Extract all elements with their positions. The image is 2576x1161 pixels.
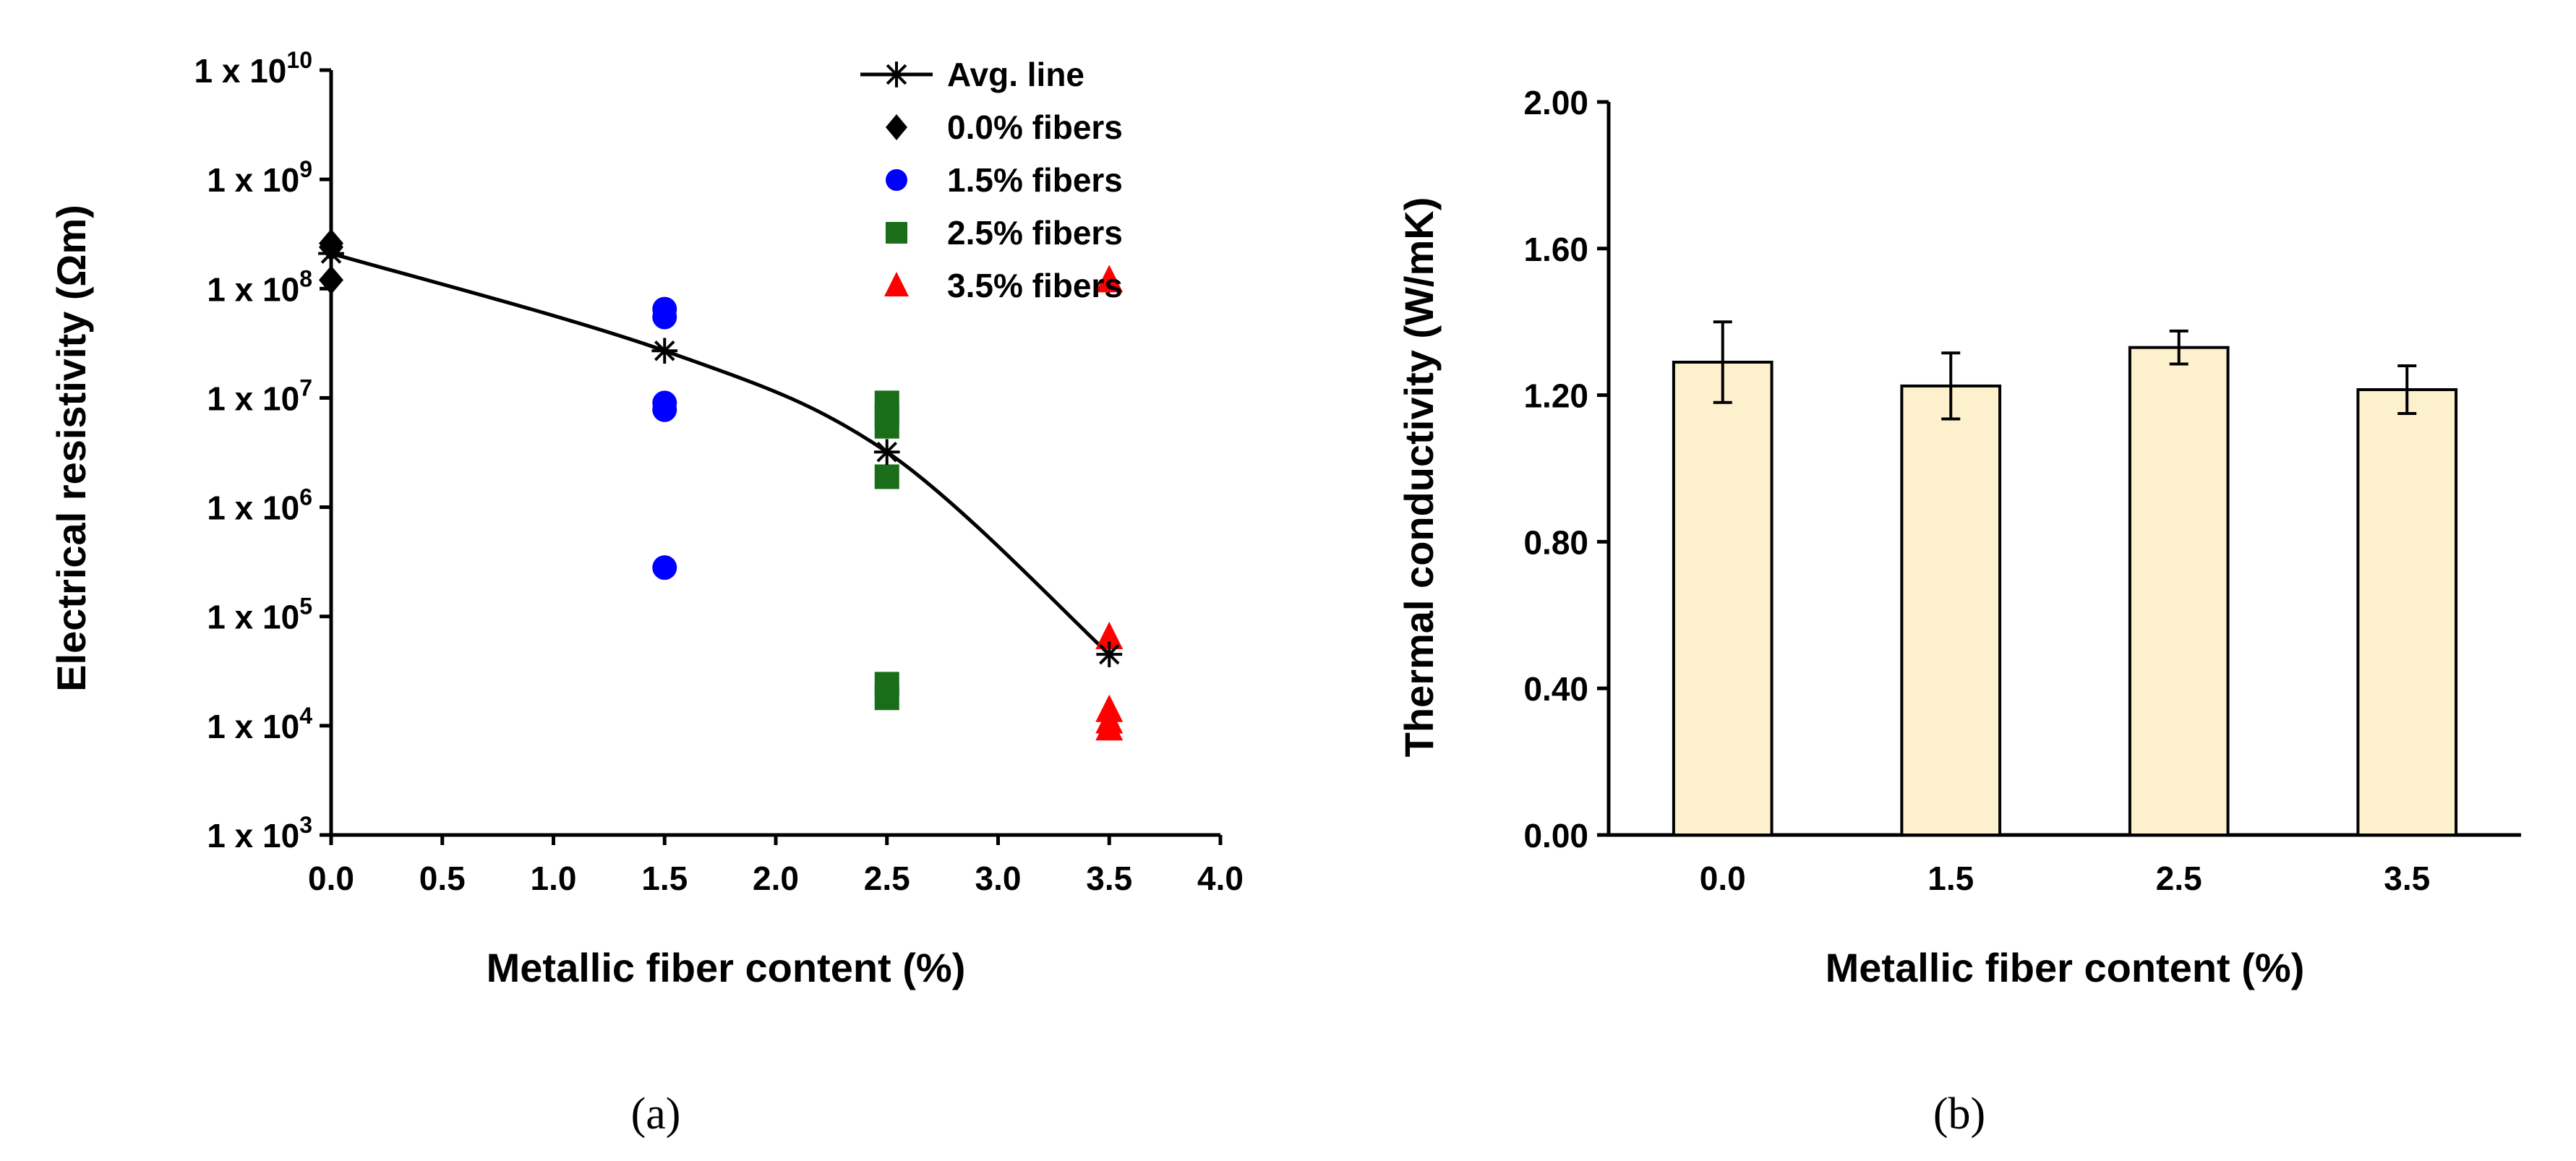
panel-a-x-label: Metallic fiber content (%) <box>487 945 966 990</box>
panel-b-y-tick-label: 0.00 <box>1523 817 1588 854</box>
panel-a-x-tick-label: 2.0 <box>753 860 799 897</box>
panel-a-x-tick-label: 0.0 <box>308 860 354 897</box>
panel-b-bar <box>1672 360 1773 837</box>
panel-b-x-tick-label: 0.0 <box>1700 860 1746 897</box>
panel-a-point-triangle <box>1095 713 1124 741</box>
panel-b-bar <box>1900 384 2002 836</box>
panel-a-point-square <box>874 464 899 489</box>
panel-a-point-diamond <box>319 265 343 295</box>
panel-a-x-tick-label: 2.5 <box>864 860 910 897</box>
panel-a-resistivity-chart: 1 x 103 1 x 104 1 x 105 1 x 106 1 x 107 1 x 1… <box>48 47 1244 1139</box>
panel-b-x-ticks: 0.0 1.5 2.5 3.5 <box>1700 860 2430 897</box>
panel-b-x-tick-label: 1.5 <box>1927 860 1974 897</box>
panel-a-avg-point <box>651 338 678 364</box>
panel-a-legend-diamond: 0.0% fibers <box>886 108 1123 146</box>
panel-a-legend-circle: 1.5% fibers <box>886 161 1123 199</box>
panel-a-x-tick-label: 1.0 <box>531 860 577 897</box>
legend-marker <box>886 169 907 191</box>
panel-a-point-triangle <box>1095 621 1124 649</box>
panel-b-error-bar <box>1713 320 1732 404</box>
legend-marker <box>886 114 907 140</box>
panel-a-x-tick-label: 0.5 <box>419 860 466 897</box>
panel-a-y-tick-label: 1 x 106 <box>207 484 312 527</box>
panel-a-y-tick-label: 1 x 107 <box>207 374 312 417</box>
panel-b-y-tick-label: 1.60 <box>1523 231 1588 268</box>
panel-a-y-tick-label: 1 x 104 <box>207 703 312 745</box>
panel-b-bar <box>2128 346 2230 836</box>
panel-b-y-tick-label: 0.80 <box>1523 523 1588 561</box>
panel-a-caption: (a) <box>631 1089 681 1139</box>
panel-b-x-tick-label: 3.5 <box>2384 860 2430 897</box>
panel-a-points <box>318 228 1124 741</box>
panel-a-avg-line-group <box>330 252 1111 656</box>
panel-b-error-bar <box>2397 364 2417 415</box>
panel-b-y-tick-label: 1.20 <box>1523 377 1588 415</box>
legend-star-marker <box>883 61 910 87</box>
panel-b-y-tick-label: 0.40 <box>1523 670 1588 708</box>
panel-a-point-circle <box>652 555 677 580</box>
panel-a-legend: Avg. line 0.0% fibers 1.5% fibers 2.5% fibe… <box>860 56 1123 304</box>
panel-a-y-tick-label: 1 x 1010 <box>194 47 313 90</box>
legend-label: 1.5% fibers <box>947 161 1123 199</box>
panel-a-x-tick-label: 4.0 <box>1197 860 1244 897</box>
legend-label: 3.5% fibers <box>947 267 1123 304</box>
panel-a-avg-point <box>1096 641 1123 667</box>
panel-a-point-triangle <box>1095 265 1124 293</box>
panel-b-conductivity-chart: 0.00 0.40 0.80 1.20 1.60 2.00 0.0 1.5 2.5 3.5 Th… <box>1396 84 2521 1139</box>
panel-a-x-tick-label: 3.5 <box>1086 860 1132 897</box>
panel-a-legend-triangle: 3.5% fibers <box>884 267 1123 304</box>
legend-label: 2.5% fibers <box>947 214 1123 252</box>
panel-a-legend-square: 2.5% fibers <box>886 214 1123 252</box>
panel-a-y-tick-label: 1 x 103 <box>207 812 312 854</box>
panel-a-point-circle <box>652 397 677 422</box>
panel-b-y-tick-label: 2.00 <box>1523 84 1588 121</box>
panel-a-point-circle <box>652 304 677 330</box>
panel-b-caption: (b) <box>1933 1089 1985 1139</box>
panel-a-avg-point <box>318 240 344 267</box>
legend-marker <box>886 222 907 244</box>
panel-a-y-ticks: 1 x 103 1 x 104 1 x 105 1 x 106 1 x 107 1 x 1… <box>194 47 331 854</box>
legend-marker <box>884 272 909 296</box>
panel-a-point-square <box>874 414 899 439</box>
panel-a-avg-line <box>330 252 1111 656</box>
panel-a-x-tick-label: 3.0 <box>975 860 1022 897</box>
panel-a-x-tick-label: 1.5 <box>641 860 688 897</box>
panel-a-avg-point <box>873 439 900 466</box>
panel-b-error-bar <box>2169 329 2188 366</box>
panel-a-y-tick-label: 1 x 108 <box>207 265 312 308</box>
panel-b-error-bar <box>1941 351 1961 421</box>
panel-b-y-ticks: 0.00 0.40 0.80 1.20 1.60 2.00 <box>1523 84 1609 854</box>
panel-b-y-label: Thermal conductivity (W/mK) <box>1396 197 1442 758</box>
panel-a-y-tick-label: 1 x 105 <box>207 594 312 636</box>
legend-label: Avg. line <box>947 56 1084 93</box>
panel-b-bars <box>1672 320 2458 837</box>
panel-a-y-tick-label: 1 x 109 <box>207 156 312 199</box>
panel-b-bar <box>2356 387 2458 836</box>
legend-label: 0.0% fibers <box>947 108 1123 146</box>
panel-a-y-label: Electrical resistivity (Ωm) <box>48 205 94 692</box>
panel-a-x-ticks: 0.0 0.5 1.0 1.5 2.0 2.5 3.0 3.5 4.0 <box>308 835 1244 897</box>
panel-a-legend-avg-line: Avg. line <box>860 56 1084 93</box>
panel-a-point-square <box>874 685 899 711</box>
panel-b-x-label: Metallic fiber content (%) <box>1826 945 2305 990</box>
panel-b-x-tick-label: 2.5 <box>2156 860 2202 897</box>
